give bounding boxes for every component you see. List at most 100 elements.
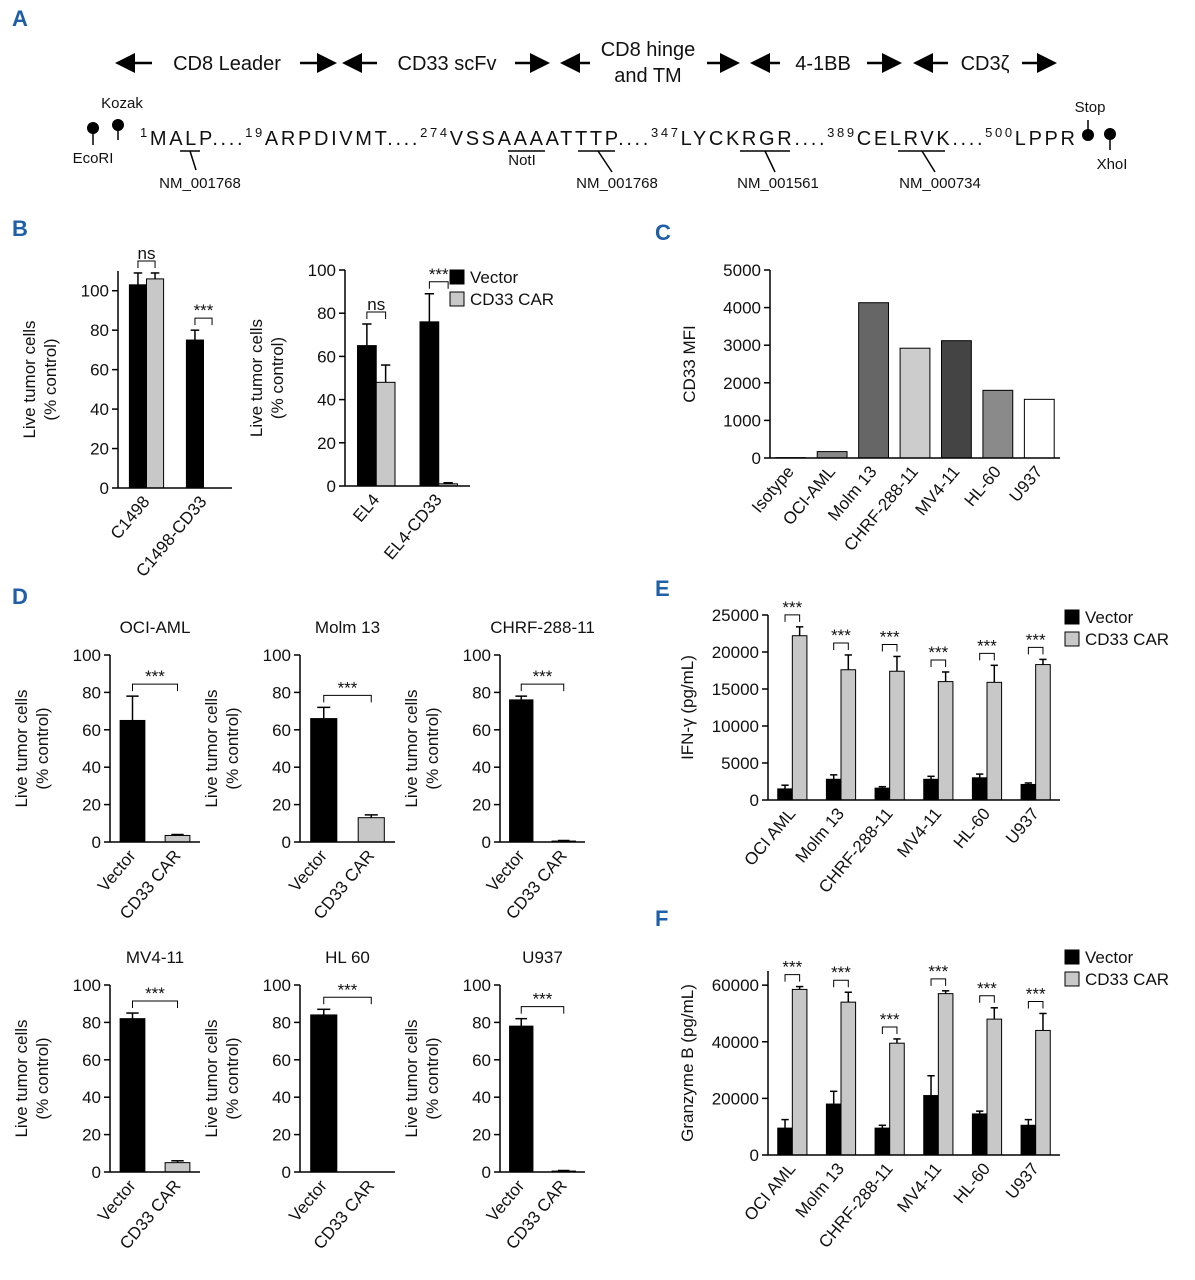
y-tick-label: 40 (82, 1088, 101, 1107)
y-tick-label: 0 (750, 1146, 759, 1165)
significance-bracket (930, 978, 947, 986)
y-tick-label: 60 (82, 721, 101, 740)
x-tick-label: CHRF-288-11 (840, 462, 922, 554)
significance-bracket (323, 996, 372, 1005)
y-tick-label: 20 (272, 1126, 291, 1145)
y-tick-label: 40 (90, 400, 109, 419)
bar (777, 1127, 793, 1156)
accession: NM_001561 (737, 175, 819, 192)
x-tick-label: HL-60 (950, 804, 994, 852)
y-tick-label: 100 (308, 261, 336, 280)
panel-letters: A B C D E F (12, 6, 671, 931)
significance-bracket (881, 1026, 898, 1034)
y-tick-label: 40 (82, 758, 101, 777)
bar (419, 321, 440, 487)
significance-label: *** (338, 678, 358, 697)
significance-label: *** (928, 643, 948, 662)
y-tick-label: 0 (92, 1163, 101, 1182)
x-tick-label: U937 (1006, 462, 1047, 505)
x-tick-label: OCI AML (741, 1159, 800, 1224)
bar (1020, 1124, 1037, 1156)
significance-bracket (784, 614, 801, 622)
significance-label: *** (831, 963, 851, 982)
bar (375, 381, 396, 487)
sequence: 1 MALP.... 19 ARPDIVMT.... 274 VSSAAAATTTP...… (140, 125, 1075, 150)
significance-bracket (520, 1006, 565, 1014)
position: 500 (985, 125, 1012, 140)
y-tick-label: 0 (327, 477, 336, 496)
significance-bracket (132, 1000, 178, 1009)
y-tick-label: 1000 (723, 411, 761, 430)
residues: ARPDIVMT.... (265, 128, 417, 150)
chart-title: MV4-11 (126, 948, 184, 967)
x-tick-label: Vector (94, 846, 140, 895)
bar (128, 284, 147, 489)
legend-label: Vector (470, 268, 519, 287)
x-tick-label: EL4-CD33 (380, 490, 446, 563)
site-dot (1104, 128, 1116, 140)
y-axis-label: Live tumor cells (20, 320, 39, 438)
significance-bracket (323, 694, 372, 703)
y-tick-label: 80 (272, 683, 291, 702)
y-tick-label: 3000 (723, 336, 761, 355)
chart-title: Molm 13 (315, 618, 380, 637)
significance-bracket (1027, 646, 1044, 655)
site-label: EcoRI (73, 150, 114, 167)
y-tick-label: 80 (82, 683, 101, 702)
y-tick-label: 40 (272, 1088, 291, 1107)
y-axis-label: CD33 MFI (680, 325, 699, 402)
chart-title: CHRF-288-11 (490, 618, 595, 637)
legend-label: CD33 CAR (1085, 970, 1169, 989)
bar (185, 339, 204, 489)
x-tick-label: EL4 (349, 490, 383, 525)
y-axis-label: (% control) (33, 1037, 52, 1119)
y-axis-label: Granzyme B (pg/mL) (678, 984, 697, 1142)
significance-bracket (137, 260, 156, 268)
y-tick-label: 80 (317, 304, 336, 323)
x-tick-label: U937 (1002, 804, 1043, 847)
y-tick-label: 15000 (712, 680, 759, 699)
bar (923, 778, 939, 801)
significance-label: *** (782, 958, 802, 977)
y-tick-label: 20 (317, 434, 336, 453)
significance-bracket (979, 995, 995, 1003)
y-tick-label: 20 (90, 440, 109, 459)
bar (889, 670, 905, 801)
bar (119, 719, 146, 843)
y-tick-label: 10000 (712, 717, 759, 736)
panel-letter: C (655, 220, 671, 245)
bar (1035, 1029, 1051, 1156)
y-axis-label: (% control) (223, 1037, 242, 1119)
y-axis-label: (% control) (423, 1037, 442, 1119)
position: 19 (245, 125, 262, 140)
bar (1023, 398, 1055, 459)
y-tick-label: 60000 (712, 976, 759, 995)
y-tick-label: 80 (472, 683, 491, 702)
x-tick-label: Vector (285, 846, 331, 895)
construct-labels: CD8 Leader CD33 scFv CD8 hinge and TM 4-… (73, 39, 1128, 192)
site-label: Stop (1075, 99, 1106, 116)
y-axis-label: (% control) (423, 707, 442, 789)
x-tick-label: C1498 (107, 492, 154, 543)
chart-title: U937 (522, 948, 563, 967)
accession: NM_001768 (159, 175, 241, 192)
y-tick-label: 80 (90, 321, 109, 340)
site-label: NotI (508, 152, 536, 169)
legend-label: Vector (1085, 948, 1134, 967)
x-tick-label: MV4-11 (911, 462, 963, 519)
y-axis-label: Live tumor cells (12, 1019, 31, 1137)
significance-bracket (366, 311, 387, 319)
domain-label: 4-1BB (795, 53, 851, 75)
significance-bracket (1027, 1000, 1044, 1009)
y-tick-label: 20000 (712, 1089, 759, 1108)
panel-letter: F (655, 906, 668, 931)
y-tick-label: 60 (317, 347, 336, 366)
x-tick-label: HL-60 (950, 1159, 994, 1207)
bar (164, 1162, 191, 1173)
significance-label: *** (831, 626, 851, 645)
significance-label: *** (145, 984, 165, 1003)
bar (971, 777, 988, 801)
significance-bracket (930, 659, 947, 667)
position: 389 (827, 125, 854, 140)
